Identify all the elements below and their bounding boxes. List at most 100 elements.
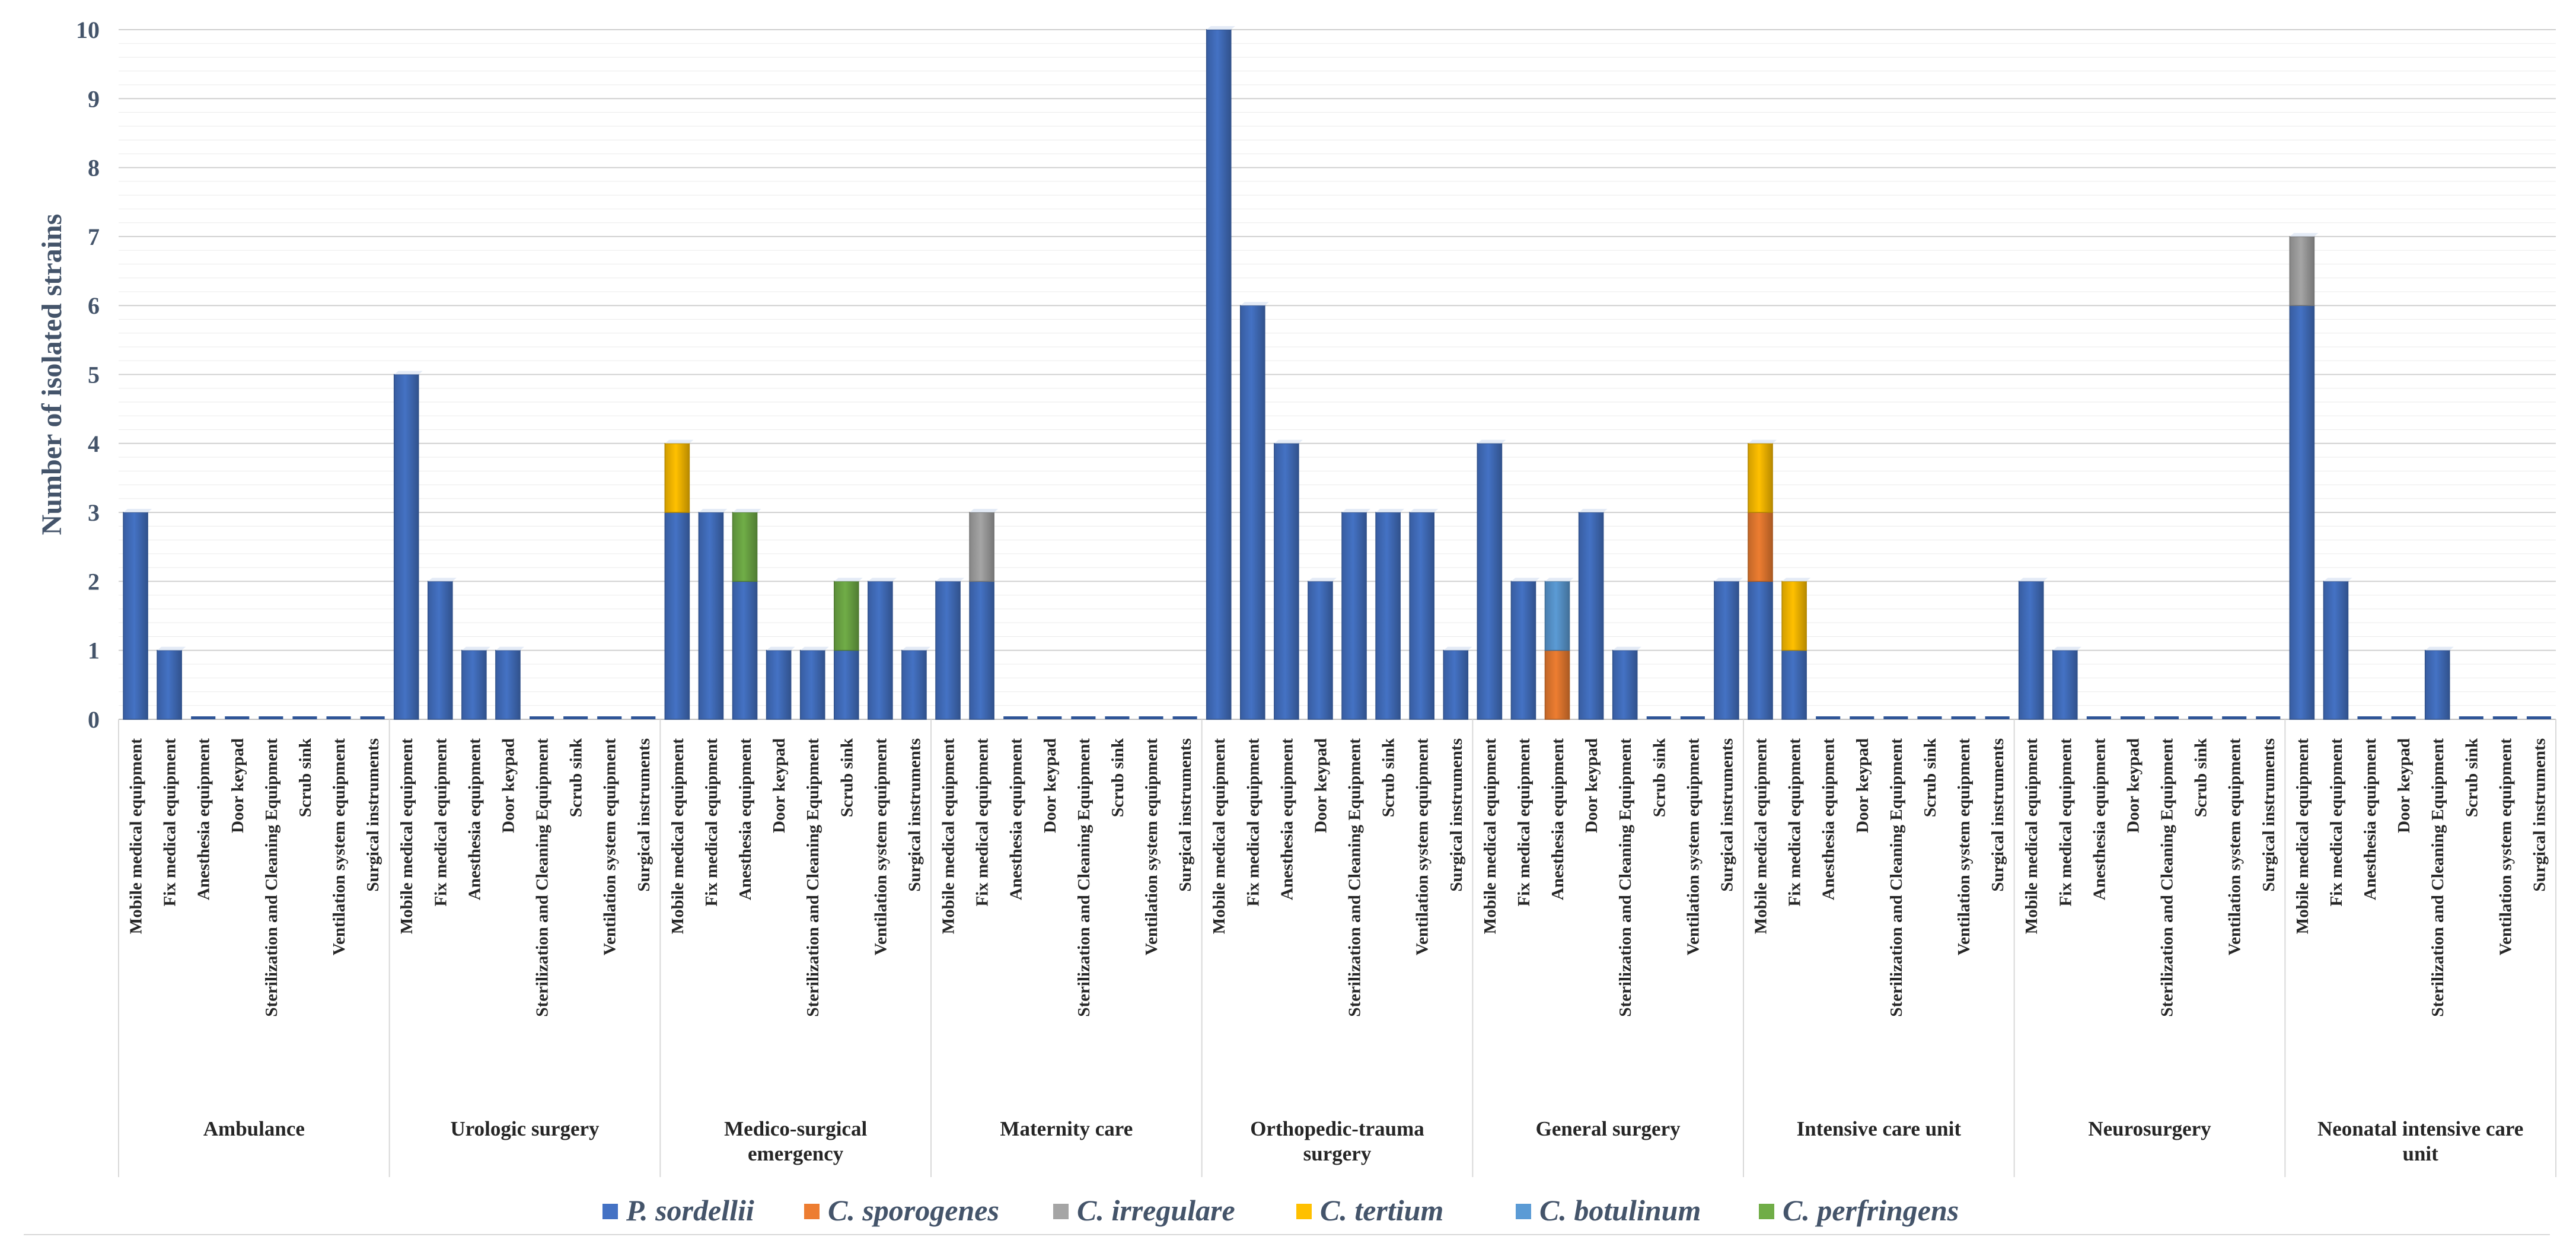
x-tick-label: Fix medical equipment (973, 738, 992, 907)
x-tick-label: Door keypad (1041, 738, 1060, 833)
bar-top-cap (1714, 578, 1743, 582)
x-tick-label: Door keypad (2124, 738, 2143, 833)
x-tick-label: Fix medical equipment (1786, 738, 1805, 907)
bar-segment-c-perfringens (833, 581, 859, 651)
bar-segment-p-sordellii (1477, 443, 1503, 720)
zero-bar (2391, 716, 2416, 719)
zero-bar (1139, 716, 1163, 719)
legend-item: P. sordellii (602, 1194, 754, 1227)
group-label: Neonatal intensive care unit (2317, 1117, 2523, 1165)
x-tick-label: Scrub sink (1379, 738, 1398, 817)
zero-bar (1105, 716, 1130, 719)
x-tick-label: Surgical instruments (905, 738, 924, 892)
x-tick-label: Mobile medical equipment (1481, 738, 1500, 935)
legend-swatch (1296, 1204, 1312, 1219)
x-tick-label: Ventilation system equipment (1684, 738, 1703, 956)
bar-top-cap (800, 646, 829, 651)
y-tick-label: 10 (76, 17, 100, 43)
x-tick-label: Sterilization and Cleaning Equipment (533, 738, 552, 1017)
zero-bar (191, 716, 216, 719)
bar-top-cap (665, 439, 694, 444)
bar-segment-p-sordellii (2323, 581, 2349, 720)
zero-bar (225, 716, 250, 719)
bar-top-cap (1376, 509, 1405, 513)
y-tick-label: 4 (88, 431, 100, 457)
bar-top-cap (123, 509, 152, 513)
bar-segment-p-sordellii (1341, 512, 1367, 720)
x-tick-label: Mobile medical equipment (1752, 738, 1771, 935)
bar-segment-p-sordellii (1206, 29, 1232, 720)
zero-bar (2459, 716, 2483, 719)
bar-top-cap (1443, 646, 1472, 651)
group-separators (118, 719, 2556, 1177)
bar-segment-p-sordellii (123, 512, 148, 720)
x-tick-label: Sterilization and Cleaning Equipment (1616, 738, 1635, 1017)
x-tick-label: Mobile medical equipment (397, 738, 416, 935)
bar-segment-p-sordellii (766, 649, 792, 720)
group-label: Urologic surgery (450, 1117, 600, 1140)
bar-segment-c-botulinum (1544, 581, 1570, 651)
zero-bar (1917, 716, 1942, 719)
x-tick-label: Sterilization and Cleaning Equipment (2428, 738, 2447, 1017)
zero-bar (1003, 716, 1028, 719)
bar-segment-p-sordellii (664, 512, 690, 720)
legend-swatch (602, 1204, 618, 1219)
bar-top-cap (1240, 302, 1269, 306)
x-tick-label: Scrub sink (2462, 738, 2481, 817)
bar-segment-p-sordellii (1781, 649, 1807, 720)
bar-top-cap (1410, 509, 1439, 513)
zero-bar (1985, 716, 2010, 719)
x-tick-label: Door keypad (1311, 738, 1330, 833)
x-tick-label: Ventilation system equipment (1142, 738, 1161, 956)
zero-bar (2188, 716, 2213, 719)
bar-segment-p-sordellii (1443, 649, 1469, 720)
x-tick-label: Anesthesia equipment (2090, 738, 2109, 900)
bar-segment-p-sordellii (461, 649, 487, 720)
bar-top-cap (2425, 646, 2454, 651)
bar-top-cap (766, 646, 795, 651)
x-tick-label: Ventilation system equipment (871, 738, 890, 956)
zero-bar (326, 716, 351, 719)
y-tick-label: 9 (88, 85, 100, 112)
zero-bar (1951, 716, 1976, 719)
zero-bar (2154, 716, 2179, 719)
group-label: Ambulance (203, 1117, 305, 1140)
x-tick-label: Ventilation system equipment (2226, 738, 2245, 956)
zero-bar (1071, 716, 1096, 719)
bar-segment-c-irregulare (2289, 236, 2315, 306)
bar-top-cap (970, 509, 999, 513)
x-tick-label: Fix medical equipment (431, 738, 450, 907)
zero-bar (2086, 716, 2111, 719)
y-tick-label: 7 (88, 224, 100, 250)
bar-top-cap (732, 509, 761, 513)
bar-segment-c-sporogenes (1748, 512, 1773, 582)
legend-label: C. sporogenes (828, 1194, 999, 1227)
legend-item: C. botulinum (1516, 1194, 1701, 1227)
x-tick-label: Fix medical equipment (2327, 738, 2346, 907)
y-axis: 0 1 2 3 4 5 6 7 8 9 10 (76, 17, 100, 733)
zero-bar (292, 716, 317, 719)
x-tick-label: Mobile medical equipment (127, 738, 146, 935)
bar-segment-p-sordellii (969, 581, 994, 720)
x-tick-label: Door keypad (2395, 738, 2414, 833)
bar-segment-p-sordellii (1578, 512, 1604, 720)
x-subcategory-labels: Mobile medical equipment Fix medical equi… (127, 738, 2549, 1017)
bar-segment-p-sordellii (393, 374, 419, 720)
bar-segment-c-perfringens (732, 512, 758, 582)
x-tick-label: Ventilation system equipment (601, 738, 620, 956)
x-tick-label: Anesthesia equipment (1277, 738, 1296, 900)
x-tick-label: Door keypad (1853, 738, 1872, 833)
bar-top-cap (901, 646, 931, 651)
x-tick-label: Mobile medical equipment (2022, 738, 2041, 935)
x-tick-label: Mobile medical equipment (1210, 738, 1229, 935)
bar-segment-p-sordellii (2424, 649, 2450, 720)
bar-top-cap (2290, 232, 2319, 237)
zero-bar (360, 716, 385, 719)
group-label: Orthopedic-trauma surgery (1250, 1117, 1424, 1165)
bar-top-cap (1308, 578, 1337, 582)
x-tick-label: Ventilation system equipment (2496, 738, 2515, 956)
legend-label: C. irregulare (1077, 1194, 1235, 1227)
x-tick-label: Surgical instruments (1447, 738, 1466, 892)
